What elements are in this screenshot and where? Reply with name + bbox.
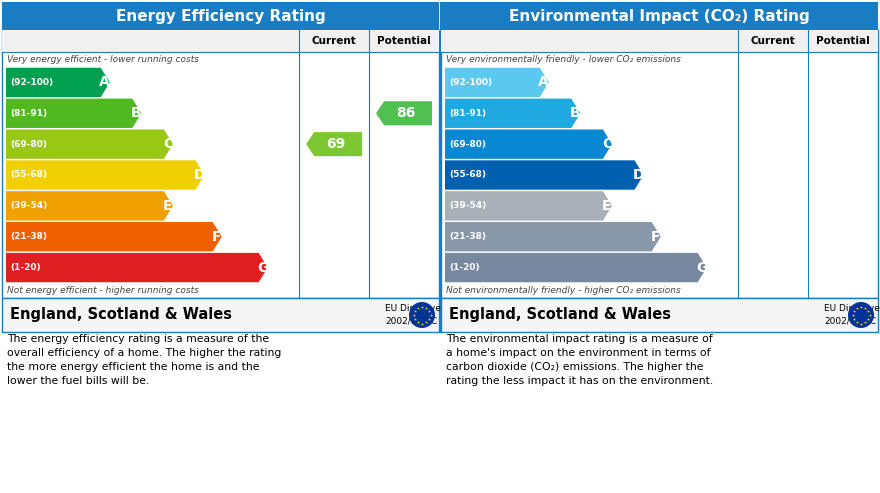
- Polygon shape: [445, 99, 580, 128]
- Bar: [441, 30, 878, 52]
- Text: (81-91): (81-91): [449, 109, 486, 118]
- Text: (92-100): (92-100): [449, 78, 492, 87]
- Polygon shape: [6, 130, 173, 159]
- Polygon shape: [445, 68, 549, 97]
- Polygon shape: [445, 160, 643, 190]
- Text: E: E: [163, 199, 172, 213]
- Text: Current: Current: [751, 36, 796, 46]
- Bar: [441, 30, 878, 298]
- Text: 86: 86: [396, 106, 415, 120]
- Text: C: C: [602, 137, 612, 151]
- Text: Very energy efficient - lower running costs: Very energy efficient - lower running co…: [7, 55, 199, 64]
- Text: F: F: [212, 230, 222, 244]
- Text: (1-20): (1-20): [10, 263, 40, 272]
- Polygon shape: [6, 253, 268, 282]
- Polygon shape: [6, 68, 110, 97]
- Polygon shape: [445, 191, 612, 220]
- Bar: [2, 2, 439, 30]
- Bar: [2, 298, 439, 332]
- Text: The environmental impact rating is a measure of
a home's impact on the environme: The environmental impact rating is a mea…: [446, 334, 714, 386]
- Polygon shape: [6, 222, 222, 251]
- Polygon shape: [6, 99, 142, 128]
- Text: Not energy efficient - higher running costs: Not energy efficient - higher running co…: [7, 286, 199, 295]
- Text: B: B: [131, 106, 142, 120]
- Text: D: D: [194, 168, 205, 182]
- Text: Potential: Potential: [378, 36, 431, 46]
- Text: (81-91): (81-91): [10, 109, 48, 118]
- Polygon shape: [445, 253, 707, 282]
- Text: Energy Efficiency Rating: Energy Efficiency Rating: [115, 8, 326, 24]
- Bar: [2, 30, 439, 52]
- Text: B: B: [570, 106, 581, 120]
- Text: (1-20): (1-20): [449, 263, 480, 272]
- Text: (69-80): (69-80): [449, 140, 486, 149]
- Bar: [2, 30, 439, 298]
- Circle shape: [848, 302, 874, 328]
- Polygon shape: [6, 191, 173, 220]
- Text: A: A: [539, 75, 549, 89]
- Text: Environmental Impact (CO₂) Rating: Environmental Impact (CO₂) Rating: [510, 8, 810, 24]
- Text: D: D: [633, 168, 644, 182]
- Text: Current: Current: [312, 36, 356, 46]
- Polygon shape: [445, 130, 612, 159]
- Text: England, Scotland & Wales: England, Scotland & Wales: [449, 308, 671, 322]
- Text: G: G: [696, 261, 708, 275]
- Text: E: E: [602, 199, 612, 213]
- Text: Not environmentally friendly - higher CO₂ emissions: Not environmentally friendly - higher CO…: [446, 286, 681, 295]
- Circle shape: [409, 302, 435, 328]
- Text: (21-38): (21-38): [10, 232, 47, 241]
- Text: (21-38): (21-38): [449, 232, 486, 241]
- Polygon shape: [306, 132, 362, 156]
- Text: (55-68): (55-68): [10, 171, 47, 179]
- Text: (55-68): (55-68): [449, 171, 486, 179]
- Bar: [441, 298, 878, 332]
- Polygon shape: [6, 160, 204, 190]
- Text: The energy efficiency rating is a measure of the
overall efficiency of a home. T: The energy efficiency rating is a measur…: [7, 334, 282, 386]
- Text: 69: 69: [326, 137, 346, 151]
- Text: England, Scotland & Wales: England, Scotland & Wales: [10, 308, 232, 322]
- Text: (39-54): (39-54): [10, 201, 48, 211]
- Text: EU Directive
2002/91/EC: EU Directive 2002/91/EC: [824, 304, 880, 326]
- Text: (92-100): (92-100): [10, 78, 53, 87]
- Text: G: G: [257, 261, 268, 275]
- Text: C: C: [163, 137, 173, 151]
- Text: F: F: [651, 230, 661, 244]
- Text: A: A: [99, 75, 110, 89]
- Bar: [441, 2, 878, 30]
- Text: EU Directive
2002/91/EC: EU Directive 2002/91/EC: [385, 304, 441, 326]
- Text: Potential: Potential: [816, 36, 870, 46]
- Text: (69-80): (69-80): [10, 140, 47, 149]
- Polygon shape: [376, 101, 432, 125]
- Text: Very environmentally friendly - lower CO₂ emissions: Very environmentally friendly - lower CO…: [446, 55, 681, 64]
- Text: (39-54): (39-54): [449, 201, 487, 211]
- Polygon shape: [445, 222, 661, 251]
